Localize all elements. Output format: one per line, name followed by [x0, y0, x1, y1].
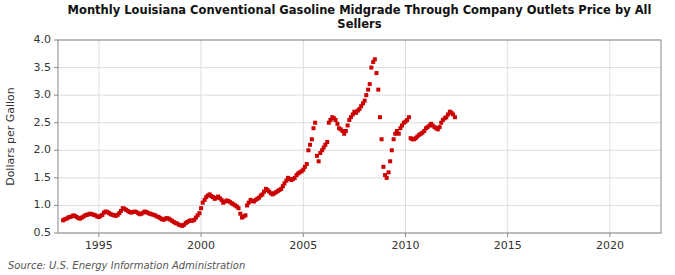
x-axis: 1995 2000 2005 2010 2015 2020 [85, 233, 624, 252]
x-tick [98, 233, 99, 237]
point [346, 123, 350, 127]
chart: 0.5 1.0 1.5 2.0 2.5 3.0 3.5 4.0 1995 2000 2005 2010… [0, 0, 675, 275]
title: Monthly Louisiana Conventional Gasoline … [68, 3, 652, 31]
x-tick [405, 233, 406, 237]
y-tick [54, 150, 58, 151]
x-tick-label: 1995 [85, 239, 113, 252]
point [381, 165, 385, 169]
grid-line-x [405, 40, 406, 233]
y-axis-label: Dollars per Gallon [4, 87, 17, 186]
point [380, 137, 384, 141]
grid-line-x [303, 40, 304, 233]
y-tick-label: 4.0 [34, 33, 52, 46]
point [243, 213, 247, 217]
point [397, 132, 401, 136]
grid-line-x [98, 40, 99, 233]
point [199, 206, 203, 210]
point [197, 211, 201, 215]
grid-line-x [609, 40, 610, 233]
point [305, 162, 309, 166]
grid-line-y [58, 95, 661, 96]
point [313, 121, 317, 125]
point [335, 122, 339, 126]
point [369, 66, 373, 70]
source-note: Source: U.S. Energy Information Administ… [8, 260, 245, 271]
grid-line-y [58, 122, 661, 123]
y-tick-label: 1.0 [34, 198, 52, 211]
grid-line-y [58, 205, 661, 206]
x-tick [201, 233, 202, 237]
point [366, 88, 370, 92]
point [364, 93, 368, 97]
point [312, 126, 316, 130]
point [308, 143, 312, 147]
y-tick [54, 95, 58, 96]
y-tick [54, 67, 58, 68]
grid-line-x [507, 40, 508, 233]
point [392, 137, 396, 141]
grid [58, 40, 661, 233]
x-tick-label: 2020 [596, 239, 624, 252]
y-tick-label: 2.5 [34, 116, 52, 129]
plot-frame [58, 40, 661, 233]
y-tick-label: 3.0 [34, 88, 52, 101]
point [368, 82, 372, 86]
point [376, 88, 380, 92]
point [385, 176, 389, 180]
x-tick-label: 2015 [494, 239, 522, 252]
y-tick [54, 177, 58, 178]
x-tick [303, 233, 304, 237]
x-tick-label: 2000 [187, 239, 215, 252]
point [317, 159, 321, 163]
y-axis: 0.5 1.0 1.5 2.0 2.5 3.0 3.5 4.0 [34, 33, 59, 239]
title-line: Sellers [337, 17, 381, 31]
point [374, 71, 378, 75]
y-tick-label: 3.5 [34, 61, 52, 74]
point [453, 115, 457, 119]
point [390, 148, 394, 152]
y-tick [54, 205, 58, 206]
point [378, 115, 382, 119]
x-tick-label: 2010 [391, 239, 419, 252]
y-tick [54, 122, 58, 123]
points [61, 57, 457, 228]
point [373, 57, 377, 61]
page: {"chart_data": { "type": "scatter", "tit… [0, 0, 675, 275]
point [387, 170, 391, 174]
grid-line-y [58, 150, 661, 151]
point [325, 140, 329, 144]
point [236, 206, 240, 210]
x-tick [609, 233, 610, 237]
title-line: Monthly Louisiana Conventional Gasoline … [68, 3, 652, 17]
y-tick [54, 233, 58, 234]
point [388, 159, 392, 163]
point [334, 118, 338, 122]
y-tick [54, 40, 58, 41]
point [310, 137, 314, 141]
x-tick-label: 2005 [289, 239, 317, 252]
point [344, 129, 348, 133]
x-tick [507, 233, 508, 237]
grid-line-y [58, 177, 661, 178]
y-tick-label: 2.0 [34, 143, 52, 156]
point [407, 115, 411, 119]
point [363, 99, 367, 103]
y-tick-label: 1.5 [34, 171, 52, 184]
y-tick-label: 0.5 [34, 226, 52, 239]
grid-line-y [58, 67, 661, 68]
point [438, 125, 442, 129]
point [306, 148, 310, 152]
